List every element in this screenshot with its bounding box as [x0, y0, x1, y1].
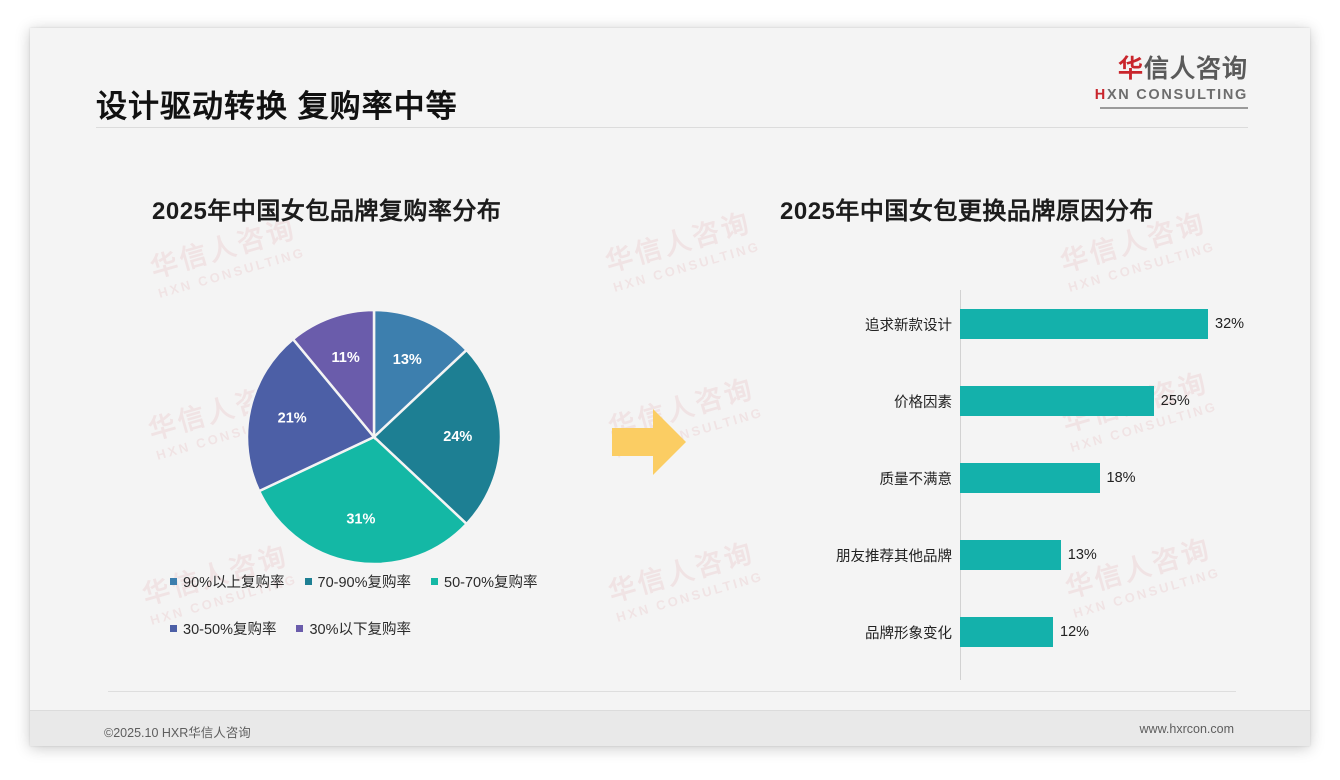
legend-row-bottom: 30-50%复购率 30%以下复购率 [170, 618, 590, 639]
bar-track: 13% [960, 535, 1250, 575]
legend-swatch-icon [170, 578, 177, 585]
legend-item-label: 70-90%复购率 [317, 575, 412, 591]
bar-value-label: 32% [1215, 316, 1245, 332]
pie-slice [291, 308, 376, 441]
header-divider [96, 127, 1248, 128]
legend-item-label: 50-70%复购率 [444, 575, 538, 591]
logo-english-first-char: H [1094, 86, 1107, 103]
bar-fill[interactable] [960, 540, 1061, 570]
bar-chart-title: 2025年中国女包更换品牌原因分布 [780, 198, 1154, 225]
bar-track: 32% [960, 304, 1250, 344]
bar-category-label: 质量不满意 [879, 471, 953, 488]
legend-swatch-icon [170, 625, 177, 632]
watermark: 华信人咨询 HXN CONSULTING [602, 207, 763, 295]
legend-item[interactable]: 90%以上复购率 [170, 571, 285, 592]
pie-slice-label: 11% [331, 350, 359, 366]
bar-chart-row: 价格因素 25% [820, 381, 1250, 421]
bar-fill[interactable] [960, 617, 1053, 647]
bar-category-label: 品牌形象变化 [865, 625, 952, 642]
legend-item[interactable]: 30%以下复购率 [296, 618, 411, 639]
legend-item-label: 30%以下复购率 [309, 622, 412, 638]
pie-chart: 13% 24% 31% 21% 11% [245, 308, 503, 566]
pie-chart-legend: 90%以上复购率 70-90%复购率 50-70%复购率 30-50%复购率 30%以… [170, 571, 590, 665]
footnote-divider [108, 691, 1236, 692]
legend-swatch-icon [304, 578, 312, 585]
pie-chart-svg: 13% 24% 31% 21% 11% [245, 308, 503, 566]
watermark: 华信人咨询 HXN CONSULTING [605, 537, 766, 625]
legend-item[interactable]: 30-50%复购率 [170, 618, 276, 639]
bar-chart-row: 朋友推荐其他品牌 13% [820, 535, 1250, 575]
logo-english-text: HXN CONSULTING [1095, 87, 1248, 103]
bar-chart-row: 品牌形象变化 12% [820, 612, 1250, 652]
brand-logo: 华信人咨询 HXN CONSULTING [1095, 55, 1248, 109]
slide-footer: ©2025.10 HXR华信人咨询 www.hxrcon.com [30, 710, 1310, 746]
legend-item-label: 90%以上复购率 [183, 575, 285, 591]
page-title: 设计驱动转换 复购率中等 [96, 89, 458, 124]
bar-chart-row: 质量不满意 18% [820, 458, 1250, 498]
slide-header: 设计驱动转换 复购率中等 华信人咨询 HXN CONSULTING [30, 28, 1310, 128]
bar-track: 18% [960, 458, 1250, 498]
legend-swatch-icon [296, 625, 304, 632]
legend-item[interactable]: 50-70%复购率 [431, 571, 538, 592]
legend-swatch-icon [431, 578, 439, 585]
logo-chinese-first-char: 华 [1117, 55, 1144, 83]
bar-category-label: 追求新款设计 [865, 317, 952, 334]
bar-value-label: 12% [1060, 624, 1090, 640]
bar-value-label: 25% [1160, 393, 1190, 409]
bar-track: 25% [960, 381, 1250, 421]
legend-item[interactable]: 70-90%复购率 [304, 571, 412, 592]
slide-canvas: 华信人咨询 HXN CONSULTING 华信人咨询 HXN CONSULTIN… [30, 28, 1310, 746]
legend-item-label: 30-50%复购率 [183, 622, 277, 638]
copyright-text: ©2025.10 HXR华信人咨询 [104, 726, 251, 740]
bar-chart: 追求新款设计 32% 价格因素 25% 质量不满意 18% 朋友推荐其他品牌 13% 品牌形象变… [820, 290, 1250, 680]
bar-track: 12% [960, 612, 1250, 652]
pie-slice-label: 31% [346, 512, 375, 528]
logo-chinese-text: 华信人咨询 [1095, 55, 1248, 84]
bar-fill[interactable] [960, 386, 1154, 416]
bar-fill[interactable] [960, 309, 1208, 339]
bar-fill[interactable] [960, 463, 1100, 493]
legend-row-top: 90%以上复购率 70-90%复购率 50-70%复购率 [170, 571, 590, 592]
pie-slice-label: 21% [278, 411, 307, 427]
logo-english-rest: XN CONSULTING [1106, 86, 1248, 103]
pie-slice [245, 337, 376, 493]
pie-slice [257, 435, 469, 566]
pie-slice [372, 348, 503, 526]
pie-slice-label: 24% [443, 429, 472, 445]
logo-chinese-rest: 信人咨询 [1143, 55, 1248, 83]
website-link[interactable]: www.hxrcon.com [1139, 722, 1234, 736]
bar-category-label: 价格因素 [894, 394, 952, 411]
pie-chart-title: 2025年中国女包品牌复购率分布 [152, 198, 502, 225]
pie-slice-label: 13% [393, 352, 422, 368]
bar-value-label: 18% [1106, 470, 1136, 486]
right-arrow-svg [612, 409, 686, 475]
right-arrow-icon [610, 406, 688, 483]
bar-chart-row: 追求新款设计 32% [820, 304, 1250, 344]
bar-value-label: 13% [1067, 547, 1097, 563]
bar-category-label: 朋友推荐其他品牌 [836, 548, 952, 565]
pie-slice [372, 308, 469, 440]
logo-underline [1100, 106, 1248, 109]
